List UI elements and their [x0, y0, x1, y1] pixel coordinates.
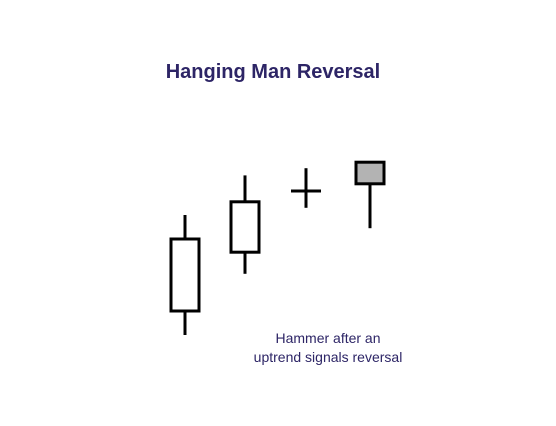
candle-2-body — [229, 200, 261, 254]
caption: Hammer after an uptrend signals reversal — [228, 329, 428, 367]
candle-4 — [354, 160, 386, 229]
candle-4-body — [354, 160, 386, 186]
caption-line-2: uptrend signals reversal — [253, 349, 403, 365]
candle-2 — [229, 175, 261, 274]
candle-3 — [291, 168, 321, 208]
caption-line-1: Hammer after an — [275, 330, 381, 346]
page-title: Hanging Man Reversal — [165, 61, 381, 83]
candles-group — [169, 160, 386, 335]
candle-1-body — [169, 237, 201, 313]
candle-1 — [169, 215, 201, 335]
